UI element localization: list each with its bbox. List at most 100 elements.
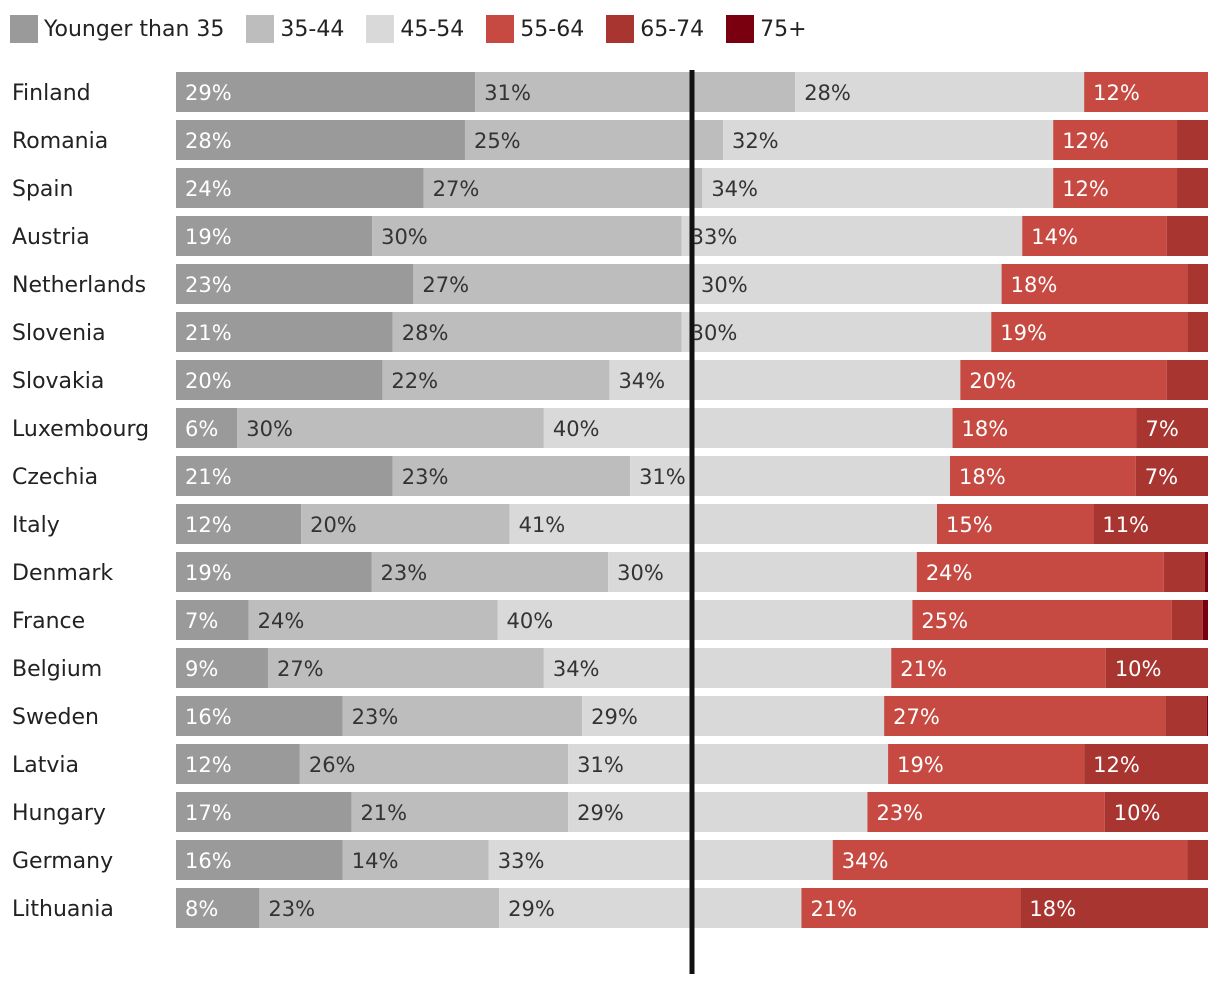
legend-label: 55-64 xyxy=(520,16,585,42)
country-label: Romania xyxy=(12,129,108,154)
data-label: 30% xyxy=(617,561,664,585)
data-label: 24% xyxy=(258,609,305,633)
data-label: 25% xyxy=(921,609,968,633)
legend-swatch xyxy=(366,15,395,43)
data-label: 34% xyxy=(618,369,665,393)
data-label: 6% xyxy=(185,417,218,441)
country-label: Germany xyxy=(12,849,113,874)
country-label: Finland xyxy=(12,81,91,106)
country-label: Sweden xyxy=(12,705,99,730)
data-label: 19% xyxy=(185,561,232,585)
bar-segment xyxy=(1105,648,1208,688)
data-label: 26% xyxy=(309,753,356,777)
bar-segment xyxy=(582,696,885,736)
bar-segment xyxy=(372,216,682,256)
bar-segment xyxy=(609,360,961,400)
data-label: 23% xyxy=(402,465,449,489)
bar-segment xyxy=(176,648,268,688)
data-label: 21% xyxy=(900,657,947,681)
data-label: 28% xyxy=(185,129,232,153)
bar-segment xyxy=(1022,216,1167,256)
data-label: 10% xyxy=(1114,801,1161,825)
data-label: 12% xyxy=(1093,753,1140,777)
bar-segment xyxy=(237,408,544,448)
data-label: 11% xyxy=(1102,513,1149,537)
data-label: 12% xyxy=(1062,129,1109,153)
legend-label: 75+ xyxy=(760,16,807,42)
legend-swatch xyxy=(246,15,275,43)
data-label: 20% xyxy=(969,369,1016,393)
data-label: 10% xyxy=(1115,657,1162,681)
bar-segment xyxy=(702,168,1054,208)
bar-segment xyxy=(267,648,544,688)
bar-segment xyxy=(248,600,498,640)
bar-segment xyxy=(509,504,937,544)
data-label: 27% xyxy=(277,657,324,681)
data-label: 30% xyxy=(381,225,428,249)
data-label: 16% xyxy=(185,849,232,873)
bar-segment xyxy=(891,648,1106,688)
country-label: France xyxy=(12,609,85,634)
data-label: 23% xyxy=(268,897,315,921)
bar-segment xyxy=(1053,120,1178,160)
country-label: Denmark xyxy=(12,561,113,586)
data-label: 14% xyxy=(1031,225,1078,249)
country-label: Italy xyxy=(12,513,60,538)
bar-segment xyxy=(176,312,393,352)
data-label: 29% xyxy=(577,801,624,825)
data-label: 23% xyxy=(380,561,427,585)
bar-segment xyxy=(176,120,465,160)
bar-segment xyxy=(884,696,1166,736)
legend-swatch xyxy=(726,15,755,43)
legend-label: Younger than 35 xyxy=(44,16,225,42)
data-label: 21% xyxy=(360,801,407,825)
data-label: 27% xyxy=(422,273,469,297)
legend-swatch xyxy=(10,15,38,43)
data-label: 18% xyxy=(1011,273,1058,297)
bar-segment xyxy=(1187,312,1208,352)
data-label: 20% xyxy=(185,369,232,393)
bar-segment xyxy=(1163,552,1205,592)
legend-label: 35-44 xyxy=(280,16,345,42)
data-label: 19% xyxy=(185,225,232,249)
data-label: 15% xyxy=(946,513,993,537)
data-label: 41% xyxy=(519,513,566,537)
bar-segment xyxy=(722,120,1054,160)
data-label: 21% xyxy=(185,465,232,489)
country-label: Czechia xyxy=(12,465,98,490)
bar-segment xyxy=(176,408,238,448)
data-label: 27% xyxy=(433,177,480,201)
data-label: 29% xyxy=(185,81,232,105)
data-label: 34% xyxy=(842,849,889,873)
bar-segment xyxy=(499,888,802,928)
bar-segment xyxy=(488,840,833,880)
legend-item: 45-54 xyxy=(366,15,464,43)
legend-item: 75+ xyxy=(726,15,807,43)
bar-segment xyxy=(543,408,953,448)
bar-segment xyxy=(301,504,510,544)
bar-segment xyxy=(342,696,583,736)
data-label: 27% xyxy=(893,705,940,729)
bar-segment xyxy=(1166,216,1208,256)
data-label: 23% xyxy=(185,273,232,297)
data-label: 12% xyxy=(1093,81,1140,105)
data-label: 7% xyxy=(1145,417,1178,441)
bar-segment xyxy=(1135,456,1208,496)
data-label: 30% xyxy=(246,417,293,441)
bar-segment xyxy=(1136,408,1208,448)
bar-segment xyxy=(1204,552,1208,592)
data-label: 18% xyxy=(959,465,1006,489)
bar-segment xyxy=(342,840,489,880)
legend-label: 65-74 xyxy=(640,16,705,42)
data-label: 18% xyxy=(962,417,1009,441)
bar-segment xyxy=(176,216,373,256)
bar-segment xyxy=(176,600,249,640)
data-label: 22% xyxy=(391,369,438,393)
data-label: 34% xyxy=(553,657,600,681)
bar-segment xyxy=(630,456,950,496)
bar-segment xyxy=(1084,72,1208,112)
bar-segment xyxy=(1165,696,1207,736)
data-label: 21% xyxy=(185,321,232,345)
bar-segment xyxy=(1084,744,1208,784)
